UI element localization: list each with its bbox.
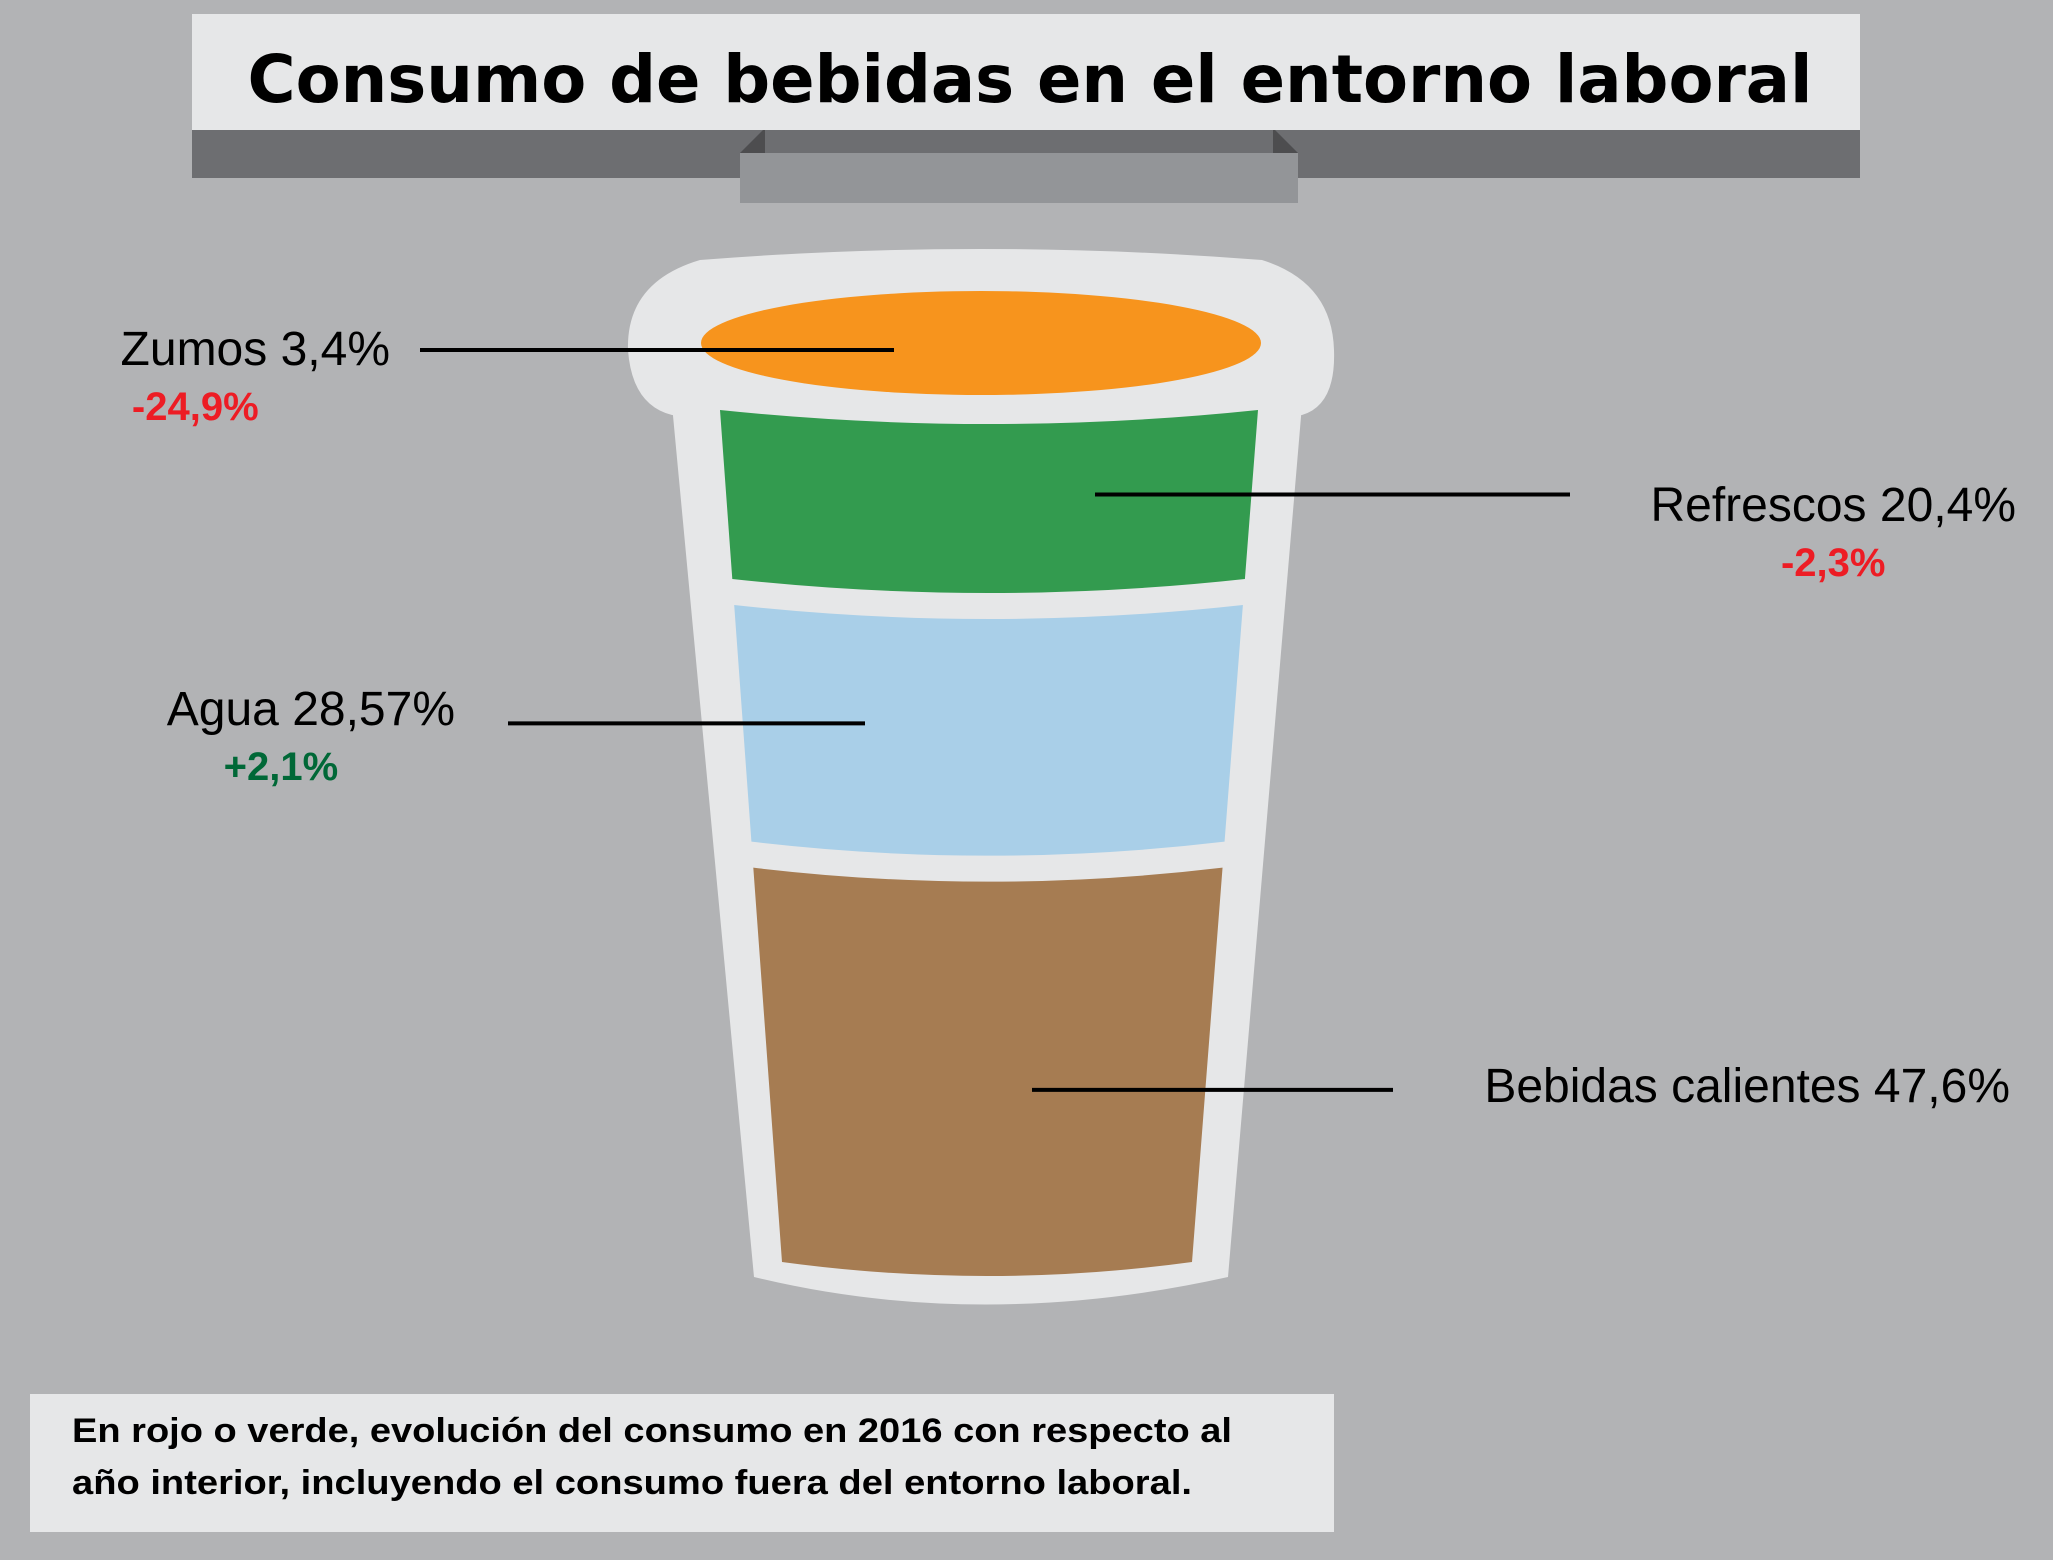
banner-fold-left (740, 128, 765, 153)
change-label-refrescos: -2,3% (1781, 541, 1886, 585)
title-banner: Consumo de bebidas en el entorno laboral (192, 14, 1860, 203)
banner-ribbon-center (740, 153, 1298, 203)
chart-title: Consumo de bebidas en el entorno laboral (248, 41, 1813, 118)
category-label-zumos: Zumos 3,4% (121, 323, 390, 376)
cup (627, 249, 1335, 1305)
category-label-refrescos: Refrescos 20,4% (1650, 479, 2016, 532)
banner-fold-right (1273, 128, 1298, 153)
segment-agua (734, 604, 1243, 856)
segment-refrescos (720, 410, 1258, 593)
footnote-box: En rojo o verde, evolución del consumo e… (30, 1394, 1334, 1532)
category-label-agua: Agua 28,57% (167, 683, 455, 736)
segment-zumos (701, 291, 1261, 395)
change-label-agua: +2,1% (224, 745, 339, 789)
footnote-line-1: En rojo o verde, evolución del consumo e… (72, 1412, 1232, 1450)
footnote-panel (30, 1394, 1334, 1532)
footnote-line-2: año interior, incluyendo el consumo fuer… (72, 1464, 1192, 1502)
change-label-zumos: -24,9% (132, 385, 259, 429)
category-label-bebidas-calientes: Bebidas calientes 47,6% (1484, 1060, 2010, 1113)
segment-bebidas-calientes (753, 867, 1223, 1276)
banner-panel (192, 14, 1860, 130)
